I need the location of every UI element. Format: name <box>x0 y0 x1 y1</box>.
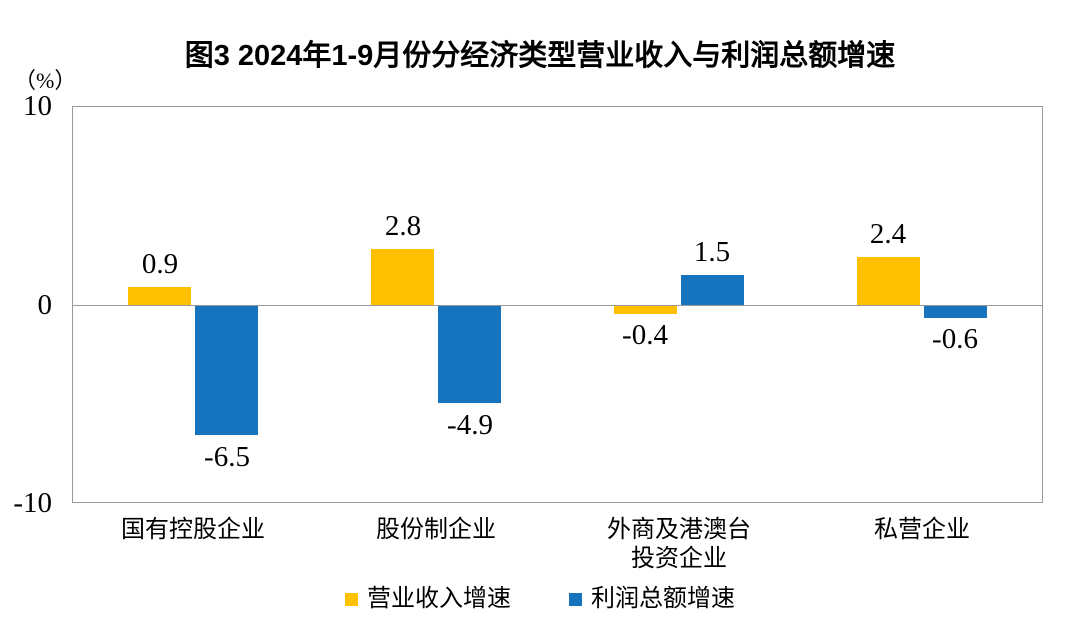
legend-swatch-icon <box>569 593 582 606</box>
bar-series2-group4 <box>924 306 987 318</box>
legend-item-1: 营业收入增速 <box>345 585 511 614</box>
category-label-group1: 国有控股企业 <box>121 516 265 545</box>
value-label-series2-group1: -6.5 <box>204 441 250 473</box>
y-tick-0: 0 <box>37 289 53 321</box>
legend-swatch-icon <box>345 593 358 606</box>
value-label-series2-group4: -0.6 <box>932 323 978 355</box>
legend-item-2: 利润总额增速 <box>569 585 735 614</box>
value-label-series1-group2: 2.8 <box>384 210 422 242</box>
category-label-line: 投资企业 <box>631 546 727 572</box>
chart-title: 图3 2024年1-9月份分经济类型营业收入与利润总额增速 <box>184 40 896 72</box>
category-label-group4: 私营企业 <box>874 516 970 545</box>
category-label-line: 股份制企业 <box>376 517 496 543</box>
category-label-group3: 外商及港澳台 投资企业 <box>607 516 751 574</box>
category-label-group2: 股份制企业 <box>376 516 496 545</box>
y-tick--10: -10 <box>13 487 52 519</box>
bar-series2-group3 <box>681 275 744 305</box>
bar-series2-group2 <box>438 306 501 403</box>
category-label-line: 国有控股企业 <box>121 517 265 543</box>
value-label-series1-group4: 2.4 <box>869 218 907 250</box>
legend-label: 利润总额增速 <box>591 586 735 612</box>
bar-series1-group3 <box>614 306 677 314</box>
y-tick-10: 10 <box>23 90 52 122</box>
value-label-series2-group3: 1.5 <box>693 236 731 268</box>
legend: 营业收入增速 利润总额增速 <box>0 585 1080 614</box>
category-label-line: 外商及港澳台 <box>607 517 751 543</box>
bar-series1-group1 <box>128 287 191 305</box>
plot-area <box>72 106 1043 503</box>
bar-series1-group4 <box>857 257 920 305</box>
legend-label: 营业收入增速 <box>367 586 511 612</box>
bar-series2-group1 <box>195 306 258 435</box>
value-label-series1-group3: -0.4 <box>622 319 668 351</box>
zero-gridline <box>72 305 1043 306</box>
value-label-series2-group2: -4.9 <box>447 409 493 441</box>
bar-series1-group2 <box>371 249 434 305</box>
category-label-line: 私营企业 <box>874 517 970 543</box>
value-label-series1-group1: 0.9 <box>141 248 179 280</box>
y-axis-unit-label: （%） <box>14 68 77 93</box>
